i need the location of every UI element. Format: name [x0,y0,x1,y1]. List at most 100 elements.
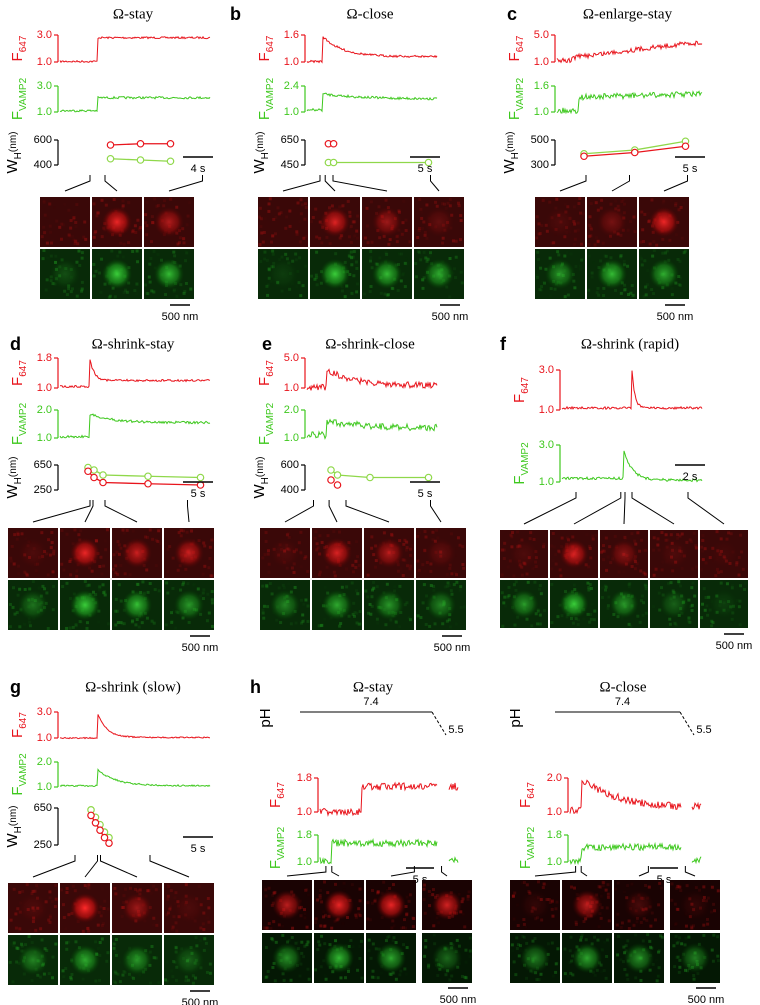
image-noise [688,620,692,624]
image-spot [18,893,48,923]
image-noise [12,944,16,948]
image-noise [594,201,598,205]
image-noise [538,584,542,588]
image-noise [294,621,298,625]
image-noise [83,580,87,584]
image-noise [619,958,623,962]
image-noise [403,261,407,265]
axis-label-part: pH [257,708,274,727]
image-noise [191,981,195,985]
image-noise [588,582,592,586]
image-noise [150,619,154,623]
image-noise [596,286,600,290]
image-noise [303,916,307,920]
image-noise [588,612,592,616]
image-noise [570,959,574,963]
image-noise [88,566,92,570]
image-noise [422,220,426,224]
image-noise [23,587,27,591]
image-noise [258,206,262,210]
image-noise [357,563,361,567]
image-noise [263,250,267,254]
image-noise [369,256,373,260]
image-noise [423,549,427,553]
image-noise [334,939,338,943]
image-noise [595,291,599,295]
image-noise [130,620,134,624]
image-spot [572,890,602,920]
wh-point [96,826,104,835]
image-noise [627,583,631,587]
image-noise [593,609,597,613]
image-noise [78,620,82,624]
image-noise [359,939,363,943]
image-noise [632,293,636,297]
image-noise [60,528,64,532]
wh-point [91,818,100,827]
image-noise [197,885,201,889]
axis-label: FVAMP2 [517,826,537,869]
image-noise [68,626,72,630]
connector [187,500,190,523]
image-noise [110,249,114,253]
image-noise [327,206,331,210]
image-noise [540,224,544,228]
image-noise [656,543,660,547]
image-noise [172,250,176,254]
image-noise [300,565,303,568]
image-noise [297,541,301,545]
image-noise [370,888,374,892]
image-noise [351,255,355,259]
image-noise [141,580,145,584]
image-noise [603,584,607,588]
image-noise [81,977,85,981]
image-noise [445,285,449,289]
image-noise [64,927,67,930]
image-noise [175,929,179,933]
image-noise [97,620,101,624]
image-noise [114,971,118,975]
image-noise [121,973,125,977]
image-noise [53,206,56,209]
image-noise [560,545,564,549]
image-noise [146,889,150,893]
image-noise [164,978,168,982]
image-noise [677,581,681,585]
image-spot [174,945,204,975]
image-noise [512,917,516,921]
image-noise [423,583,427,587]
image-noise [639,924,642,927]
image-noise [715,567,719,571]
image-noise [324,977,328,981]
image-noise [27,935,31,939]
trace [59,35,211,64]
image-noise [671,569,675,573]
image-noise [70,287,74,291]
trace [556,40,703,64]
image-spot [572,943,602,973]
image-noise [289,978,293,982]
trace [561,450,703,483]
image-noise [589,225,593,229]
image-noise [315,283,319,287]
axis-label-part: 647 [520,377,531,394]
image-noise [73,889,77,893]
image-noise [685,884,689,888]
image-noise [315,548,319,552]
image-noise [366,573,370,577]
image-noise [136,889,140,893]
image-noise [145,233,149,237]
image-noise [68,234,72,238]
image-noise [325,235,329,239]
image-noise [346,969,350,973]
image-noise [435,204,439,208]
trace [569,841,682,866]
image-noise [563,203,567,207]
trace [569,779,682,815]
image-noise [701,538,705,542]
image-noise [421,278,425,282]
image-noise [414,262,418,266]
image-noise [116,540,120,544]
image-spot [174,538,204,568]
image-noise [174,626,178,630]
